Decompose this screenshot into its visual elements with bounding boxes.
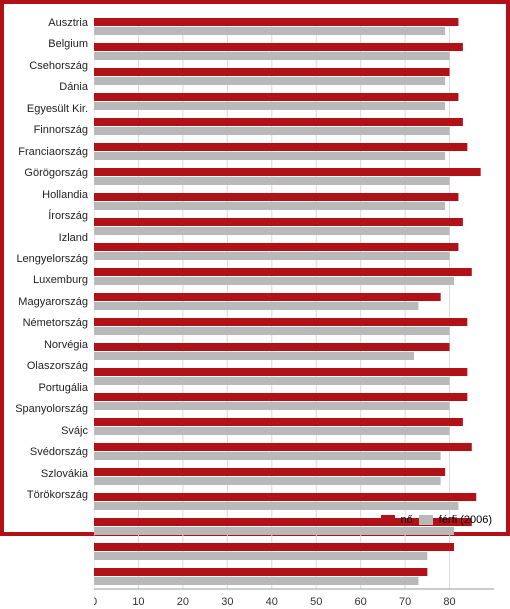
bar-no <box>94 368 467 376</box>
bar-ferfi <box>94 377 450 385</box>
svg-text:0: 0 <box>94 596 97 608</box>
bar-ferfi <box>94 27 445 35</box>
bar-ferfi <box>94 202 445 210</box>
y-axis-label: Norvégia <box>44 339 88 351</box>
bar-ferfi <box>94 152 445 160</box>
bar-no <box>94 168 481 176</box>
bar-ferfi <box>94 552 427 560</box>
bar-ferfi <box>94 102 445 110</box>
svg-text:40: 40 <box>266 596 278 608</box>
bar-ferfi <box>94 327 450 335</box>
y-axis-label: Egyesült Kir. <box>27 103 88 115</box>
bar-no <box>94 118 463 126</box>
svg-text:60: 60 <box>355 596 367 608</box>
chart-frame: Ausztria Belgium Csehország Dánia Egyesült K… <box>0 0 510 536</box>
y-axis-label: Magyarország <box>18 296 88 308</box>
y-axis-label: Csehország <box>29 60 88 72</box>
bar-ferfi <box>94 252 450 260</box>
y-axis-label: Spanyolország <box>15 403 88 415</box>
bar-no <box>94 18 458 26</box>
bar-ferfi <box>94 577 418 585</box>
bar-ferfi <box>94 502 458 510</box>
y-axis-label: Svájc <box>61 425 88 437</box>
bar-ferfi <box>94 177 450 185</box>
bar-ferfi <box>94 402 450 410</box>
y-axis-label: Franciaország <box>18 146 88 158</box>
bar-no <box>94 68 450 76</box>
bar-no <box>94 93 458 101</box>
bar-ferfi <box>94 277 454 285</box>
bar-ferfi <box>94 227 450 235</box>
bar-ferfi <box>94 427 450 435</box>
bar-no <box>94 218 463 226</box>
y-axis-label: Portugália <box>38 382 88 394</box>
bar-no <box>94 268 472 276</box>
bar-ferfi <box>94 452 441 460</box>
bar-ferfi <box>94 527 454 535</box>
y-axis-label: Lengyelország <box>16 253 88 265</box>
y-axis-label: Finnország <box>34 124 88 136</box>
bar-ferfi <box>94 52 450 60</box>
bar-no <box>94 318 467 326</box>
bar-ferfi <box>94 477 441 485</box>
bar-no <box>94 418 463 426</box>
bar-no <box>94 293 441 301</box>
bar-ferfi <box>94 77 445 85</box>
y-axis-label: Svédország <box>30 446 88 458</box>
legend-label-no: nő <box>401 514 413 526</box>
y-axis-label: Izland <box>59 232 88 244</box>
svg-text:10: 10 <box>132 596 144 608</box>
bar-no <box>94 568 427 576</box>
svg-text:30: 30 <box>221 596 233 608</box>
y-axis-label: Dánia <box>59 81 88 93</box>
legend-swatch-ferfi <box>419 515 433 525</box>
svg-text:50: 50 <box>310 596 322 608</box>
bar-no <box>94 443 472 451</box>
svg-text:20: 20 <box>177 596 189 608</box>
svg-text:80: 80 <box>443 596 455 608</box>
legend: nő férfi (2006) <box>381 514 492 526</box>
y-axis-label: Hollandia <box>42 189 88 201</box>
bar-ferfi <box>94 302 418 310</box>
y-axis-label: Ausztria <box>48 17 88 29</box>
y-axis-labels: Ausztria Belgium Csehország Dánia Egyesült K… <box>4 14 92 504</box>
y-axis-label: Törökország <box>27 489 88 501</box>
bar-no <box>94 468 445 476</box>
bar-no <box>94 543 454 551</box>
bar-ferfi <box>94 127 450 135</box>
legend-swatch-no <box>381 515 395 525</box>
bar-no <box>94 43 463 51</box>
y-axis-label: Szlovákia <box>41 468 88 480</box>
bar-no <box>94 243 458 251</box>
bar-no <box>94 143 467 151</box>
y-axis-label: Olaszország <box>27 360 88 372</box>
legend-label-ferfi: férfi (2006) <box>439 514 492 526</box>
y-axis-label: Luxemburg <box>33 274 88 286</box>
y-axis-label: Görögország <box>24 167 88 179</box>
y-axis-label: Írország <box>48 210 88 222</box>
y-axis-label: Németország <box>23 317 88 329</box>
bar-no <box>94 493 476 501</box>
bar-no <box>94 343 450 351</box>
bar-ferfi <box>94 352 414 360</box>
bar-no <box>94 393 467 401</box>
bar-no <box>94 193 458 201</box>
svg-text:70: 70 <box>399 596 411 608</box>
y-axis-label: Belgium <box>48 38 88 50</box>
